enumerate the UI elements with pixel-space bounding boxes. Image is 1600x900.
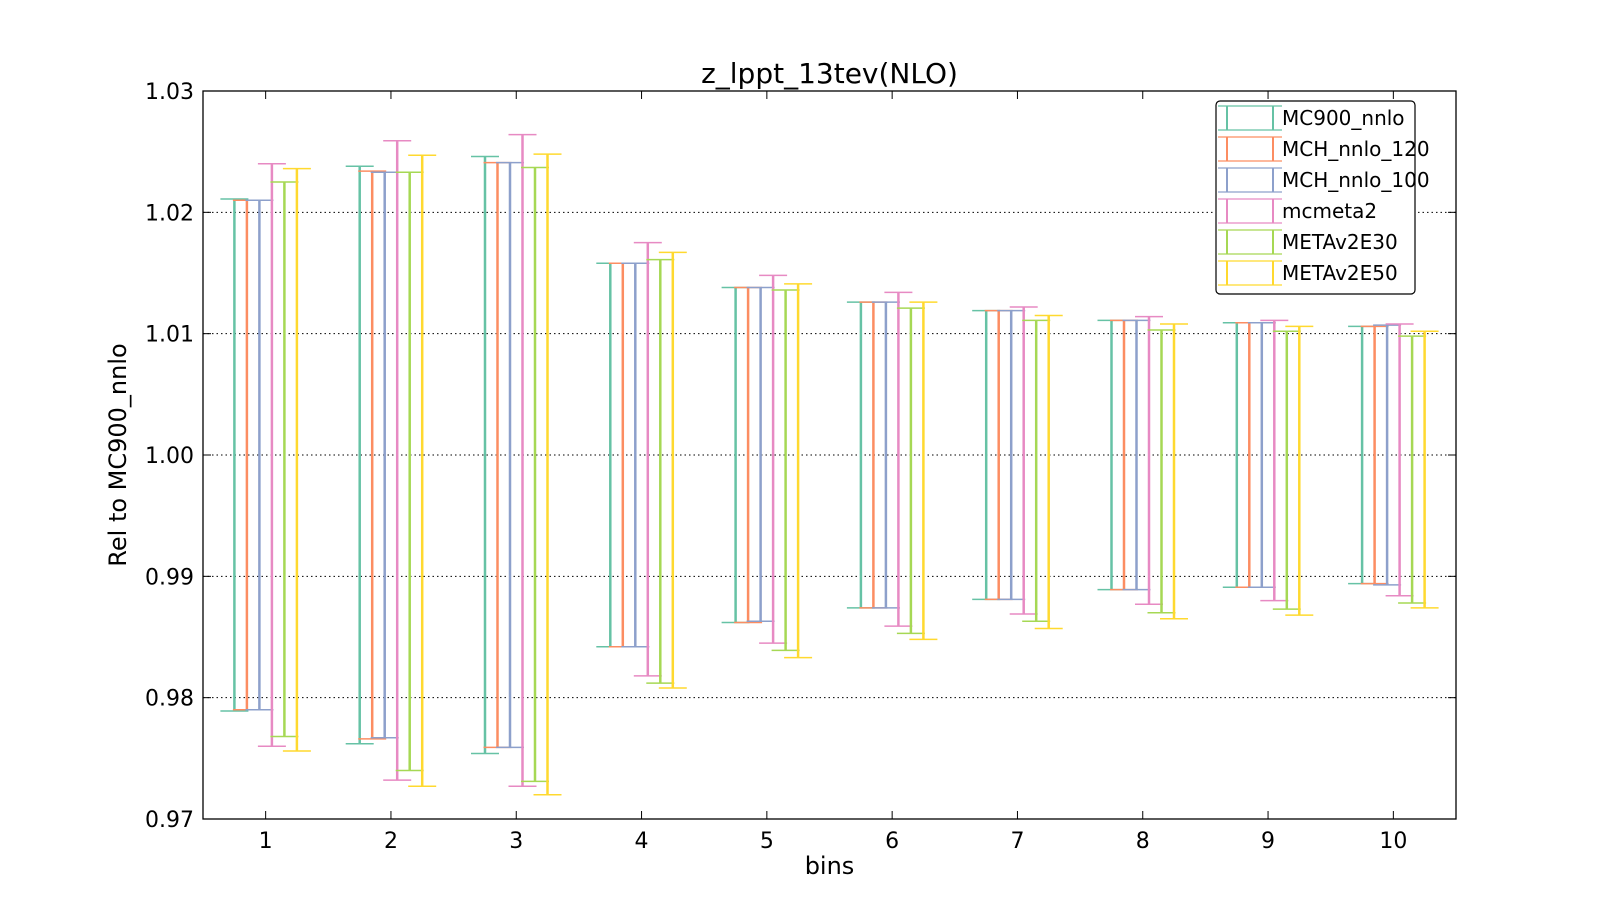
x-tick-label: 2 bbox=[384, 829, 398, 854]
legend: MC900_nnlo MCH_nnlo_120 MCH_nnlo_100mcmeta… bbox=[1215, 100, 1430, 295]
x-axis-title: bins bbox=[805, 852, 855, 880]
axis-ticks: 0.97 0.98 0.99 1.00 1.01 1.02 1.03 1 2 3 4 5 6 7 8 9 10 bbox=[145, 80, 1456, 854]
y-tick-label: 1.01 bbox=[145, 323, 194, 348]
legend-label: MCH_nnlo_120 bbox=[1282, 137, 1430, 161]
y-tick-label: 1.03 bbox=[145, 80, 194, 105]
chart-title: z_lppt_13tev(NLO) bbox=[701, 57, 958, 90]
x-tick-label: 10 bbox=[1379, 829, 1407, 854]
legend-entry: mcmeta2 bbox=[1218, 198, 1377, 224]
legend-entry: MCH_nnlo_100 bbox=[1218, 167, 1430, 193]
legend-label: mcmeta2 bbox=[1282, 199, 1377, 223]
x-tick-label: 5 bbox=[760, 829, 774, 854]
x-tick-label: 4 bbox=[635, 829, 649, 854]
x-tick-label: 9 bbox=[1261, 829, 1275, 854]
y-tick-label: 0.97 bbox=[145, 808, 194, 833]
legend-label: MC900_nnlo bbox=[1282, 106, 1405, 130]
legend-entry: MCH_nnlo_120 bbox=[1218, 136, 1430, 162]
y-tick-label: 1.02 bbox=[145, 201, 194, 226]
x-tick-label: 7 bbox=[1010, 829, 1024, 854]
x-tick-label: 8 bbox=[1136, 829, 1150, 854]
legend-label: METAv2E50 bbox=[1282, 261, 1398, 285]
legend-entry: METAv2E30 bbox=[1218, 229, 1398, 255]
legend-box bbox=[1215, 100, 1416, 295]
legend-label: METAv2E30 bbox=[1282, 230, 1398, 254]
x-tick-label: 1 bbox=[259, 829, 273, 854]
y-tick-label: 0.99 bbox=[145, 565, 194, 590]
legend-entry: METAv2E50 bbox=[1218, 260, 1398, 286]
y-tick-label: 1.00 bbox=[145, 444, 194, 469]
x-tick-label: 3 bbox=[509, 829, 523, 854]
legend-label: MCH_nnlo_100 bbox=[1282, 168, 1430, 192]
y-axis-title: Rel to MC900_nnlo bbox=[104, 343, 132, 566]
legend-entry: MC900_nnlo bbox=[1218, 105, 1405, 131]
error-bars bbox=[220, 133, 1439, 796]
y-tick-label: 0.98 bbox=[145, 687, 194, 712]
x-tick-label: 6 bbox=[885, 829, 899, 854]
